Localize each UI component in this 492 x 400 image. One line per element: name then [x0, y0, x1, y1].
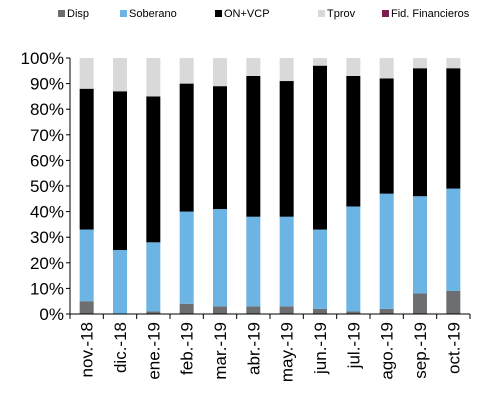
bar-segment-2-6	[279, 81, 294, 217]
bar-segment-3-6	[279, 58, 294, 82]
bar-segment-0-4	[213, 306, 227, 314]
bar-segment-0-5	[246, 306, 261, 314]
bar-segment-1-7	[313, 229, 327, 309]
x-tick-label-2: ene.-19	[144, 322, 163, 380]
bar-segment-3-8	[346, 58, 361, 76]
bar-segment-3-11	[446, 58, 461, 69]
x-tick-label-10: sep.-19	[411, 322, 430, 379]
x-tick-label-11: oct.-19	[444, 322, 463, 374]
bar-segment-1-8	[346, 206, 361, 312]
x-tick-label-6: may.-19	[278, 322, 297, 382]
y-tick-label-6: 60%	[30, 151, 64, 170]
legend-label-2: ON+VCP	[224, 8, 270, 20]
x-tick-label-3: feb.-19	[178, 322, 197, 375]
bar-segment-0-3	[179, 303, 194, 314]
bar-segment-2-4	[213, 86, 227, 210]
legend-swatch-4	[382, 10, 389, 17]
bar-segment-1-2	[146, 242, 161, 312]
bar-segment-2-3	[179, 83, 194, 212]
legend-label-3: Tprov	[327, 8, 356, 20]
x-tick-label-9: ago.-19	[378, 322, 397, 380]
bars-group	[79, 58, 461, 314]
x-tick-label-0: nov.-18	[78, 322, 97, 377]
x-tick-label-4: mar.-19	[211, 322, 230, 380]
bar-segment-3-3	[179, 58, 194, 84]
y-tick-label-10: 100%	[21, 49, 64, 68]
bar-segment-2-5	[246, 75, 261, 217]
x-tick-label-1: dic.-18	[111, 322, 130, 373]
x-tick-label-8: jul.-19	[344, 322, 363, 369]
y-tick-label-7: 70%	[30, 126, 64, 145]
legend-swatch-2	[215, 10, 222, 17]
bar-segment-1-9	[379, 193, 394, 309]
legend-label-0: Disp	[67, 8, 89, 20]
bar-segment-0-7	[313, 308, 327, 314]
legend-swatch-1	[120, 10, 127, 17]
y-tick-label-3: 30%	[30, 228, 64, 247]
legend: Disp Soberano ON+VCP Tprov Fid. Financieros	[58, 8, 470, 20]
bar-segment-1-4	[213, 209, 227, 307]
bar-segment-0-2	[146, 311, 161, 314]
x-axis: nov.-18 dic.-18 ene.-19 feb.-19 mar.-19 abr.-…	[69, 313, 471, 382]
bar-segment-3-4	[213, 58, 227, 87]
bar-segment-2-2	[146, 96, 161, 243]
bar-segment-2-7	[313, 65, 327, 230]
y-tick-label-5: 50%	[30, 177, 64, 196]
bar-segment-2-8	[346, 75, 361, 207]
bar-segment-0-8	[346, 311, 361, 314]
legend-swatch-3	[318, 10, 325, 17]
y-tick-label-8: 80%	[30, 100, 64, 119]
bar-segment-3-5	[246, 58, 261, 76]
bar-segment-3-7	[313, 58, 327, 66]
legend-label-4: Fid. Financieros	[391, 8, 470, 20]
bar-segment-0-10	[413, 293, 427, 314]
y-axis: 0% 10% 20% 30% 40% 50% 60% 70% 80% 90% 100%	[21, 49, 71, 324]
bar-segment-3-1	[113, 58, 127, 92]
bar-segment-2-9	[379, 78, 394, 194]
bar-segment-1-3	[179, 211, 194, 304]
bar-segment-0-6	[279, 306, 294, 314]
legend-swatch-0	[58, 10, 65, 17]
bar-segment-0-11	[446, 290, 461, 314]
bar-segment-2-10	[413, 68, 427, 197]
legend-label-1: Soberano	[129, 8, 177, 20]
bar-segment-3-10	[413, 58, 427, 69]
y-tick-label-1: 10%	[30, 279, 64, 298]
x-tick-label-7: jun.-19	[311, 322, 330, 375]
bar-segment-2-0	[79, 88, 94, 230]
x-tick-label-5: abr.-19	[244, 322, 263, 375]
bar-segment-1-10	[413, 196, 427, 294]
bar-segment-1-0	[79, 229, 94, 302]
y-tick-label-0: 0%	[39, 305, 64, 324]
bar-segment-3-9	[379, 58, 394, 79]
y-tick-label-4: 40%	[30, 203, 64, 222]
bar-segment-3-2	[146, 58, 161, 97]
bar-segment-0-0	[79, 301, 94, 314]
bar-segment-3-0	[79, 58, 94, 89]
bar-segment-0-9	[379, 308, 394, 314]
y-tick-label-2: 20%	[30, 254, 64, 273]
y-tick-label-9: 90%	[30, 75, 64, 94]
bar-segment-1-11	[446, 188, 461, 291]
bar-segment-1-1	[113, 250, 127, 314]
bar-segment-1-6	[279, 216, 294, 307]
bar-segment-2-11	[446, 68, 461, 189]
bar-segment-1-5	[246, 216, 261, 307]
bar-segment-2-1	[113, 91, 127, 250]
